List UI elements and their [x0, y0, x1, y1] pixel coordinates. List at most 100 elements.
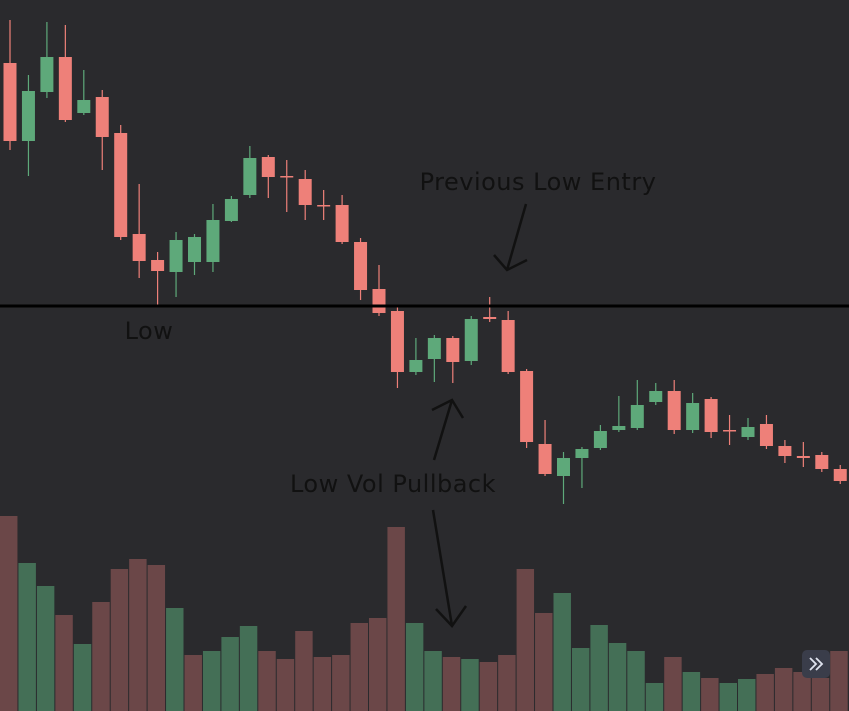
volume-bar	[498, 655, 516, 711]
candle-body	[354, 242, 368, 290]
candle-body	[630, 405, 644, 428]
volume-bar	[313, 657, 332, 711]
candle-body	[40, 57, 54, 92]
volume-bar	[147, 565, 166, 711]
candle-body	[58, 57, 72, 120]
annotation: Previous Low Entry	[420, 168, 657, 196]
volume-bar	[350, 623, 368, 711]
volume-bar	[461, 659, 479, 711]
volume-bar	[221, 637, 239, 711]
candle-body	[409, 360, 423, 372]
volume-bar	[55, 615, 73, 711]
volume-bar	[92, 602, 110, 711]
candle-body	[427, 338, 441, 359]
candle-body	[649, 391, 663, 402]
candle-body	[243, 158, 257, 195]
volume-bar	[0, 516, 18, 711]
volume-bar	[239, 626, 258, 711]
volume-bar	[405, 623, 424, 711]
volume-bar	[830, 651, 848, 711]
annotation: Low	[125, 317, 174, 345]
volume-layer	[0, 516, 848, 711]
volume-bar	[73, 644, 92, 711]
candle-body	[224, 199, 238, 221]
candle-body	[593, 431, 607, 448]
candle-body	[372, 289, 386, 313]
candle-body	[612, 426, 626, 430]
candle-body	[833, 469, 847, 481]
candle-body	[759, 424, 773, 446]
volume-bar	[202, 651, 221, 711]
volume-bar	[535, 613, 553, 711]
candle-body	[575, 449, 589, 458]
volume-bar	[627, 651, 645, 711]
volume-bar	[664, 657, 682, 711]
candle-body	[796, 456, 810, 458]
candle-layer	[3, 20, 847, 504]
volume-bar	[295, 631, 313, 711]
volume-bar	[516, 569, 535, 711]
volume-bar	[166, 608, 184, 711]
volume-bar	[553, 593, 571, 711]
candle-body	[557, 458, 570, 476]
candle-body	[667, 391, 681, 430]
candle-body	[464, 319, 478, 361]
candle-body	[151, 260, 165, 271]
button-icon[interactable]	[809, 657, 824, 671]
volume-bar	[738, 679, 756, 711]
volume-bar	[110, 569, 129, 711]
volume-bar	[36, 586, 55, 711]
candle-body	[114, 133, 128, 237]
volume-bar	[682, 672, 701, 711]
volume-bar	[793, 672, 811, 711]
candle-body	[723, 430, 737, 432]
volume-bar	[369, 618, 387, 711]
candle-body	[538, 444, 552, 474]
volume-bar	[774, 668, 793, 711]
arrow	[431, 398, 465, 461]
candle-body	[390, 311, 404, 372]
candle-body	[77, 100, 91, 113]
volume-bar	[387, 527, 405, 711]
candle-body	[188, 237, 201, 262]
volume-bar	[756, 674, 774, 711]
annotation: Low Vol Pullback	[290, 470, 496, 498]
candle-body	[815, 455, 829, 469]
volume-bar	[332, 655, 350, 711]
candle-body	[686, 403, 700, 430]
volume-bar	[811, 678, 830, 711]
candle-body	[446, 338, 460, 362]
candle-body	[280, 176, 294, 178]
candle-body	[21, 91, 35, 141]
candle-body	[169, 240, 183, 272]
arrows	[431, 203, 528, 628]
candle-body	[95, 97, 109, 137]
candle-body	[483, 317, 497, 319]
candle-body	[206, 220, 220, 262]
candle-body	[335, 205, 349, 242]
volume-bar	[590, 625, 608, 711]
candle-body	[3, 63, 17, 141]
candle-body	[317, 205, 331, 207]
volume-bar	[276, 659, 295, 711]
candle-body	[741, 427, 755, 437]
candle-body	[704, 399, 718, 432]
volume-bar	[645, 683, 664, 711]
volume-bar	[258, 651, 276, 711]
candle-body	[261, 157, 275, 177]
volume-bar	[424, 651, 442, 711]
candle-body	[501, 320, 515, 372]
volume-bar	[479, 662, 498, 711]
volume-bar	[571, 648, 590, 711]
scroll-button[interactable]	[802, 650, 830, 678]
candle-body	[778, 446, 792, 456]
candle-body	[298, 179, 312, 205]
volume-bar	[442, 657, 461, 711]
candle-body	[520, 371, 534, 442]
volume-bar	[701, 678, 719, 711]
volume-bar	[608, 643, 627, 711]
arrow	[431, 509, 468, 628]
arrow	[493, 203, 528, 272]
volume-bar	[129, 559, 147, 711]
